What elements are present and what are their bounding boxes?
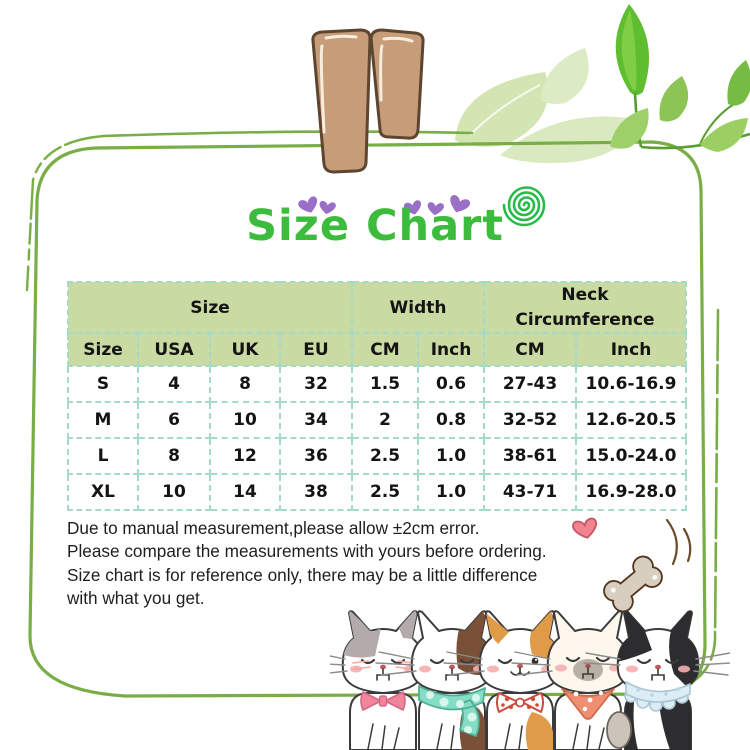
table-cell: 2.5 bbox=[351, 437, 419, 476]
bone-icon bbox=[603, 555, 663, 613]
disclaimer-line: Due to manual measurement,please allow ±… bbox=[67, 518, 480, 538]
table-row: XL 10 14 38 2.5 1.0 43-71 16.9-28.0 bbox=[67, 473, 687, 512]
disclaimer-line: Please compare the measurements with you… bbox=[67, 541, 547, 562]
table-cell: 10 bbox=[137, 473, 211, 512]
table-cell: XL bbox=[67, 473, 139, 512]
table-group-header-row: Size Width Neck Circumference bbox=[67, 280, 687, 335]
disclaimer-line: with what you get. bbox=[67, 588, 205, 609]
red-dot-bowtie-icon bbox=[496, 692, 544, 713]
disclaimer-line: Size chart is for reference only, there … bbox=[67, 564, 538, 585]
group-header-size: Size bbox=[67, 280, 353, 335]
pink-heart-icon bbox=[572, 517, 598, 539]
column-header: Inch bbox=[417, 332, 485, 368]
table-cell: 14 bbox=[209, 473, 281, 512]
table-cell: 8 bbox=[137, 437, 211, 476]
table-cell: 32-52 bbox=[483, 401, 577, 440]
table-row: S 4 8 32 1.5 0.6 27-43 10.6-16.9 bbox=[67, 365, 687, 404]
table-cell: 32 bbox=[279, 365, 353, 404]
table-cell: 34 bbox=[279, 401, 353, 440]
column-header: CM bbox=[351, 332, 419, 368]
size-chart-table: Size Width Neck Circumference Size USA U… bbox=[67, 280, 687, 512]
purple-hearts-icon bbox=[298, 195, 471, 216]
cats-illustration bbox=[330, 610, 730, 750]
table-cell: 1.0 bbox=[417, 437, 485, 476]
pink-bowtie-icon bbox=[360, 691, 406, 711]
column-header: Inch bbox=[575, 332, 687, 368]
table-column-header-row: Size USA UK EU CM Inch CM Inch bbox=[67, 332, 687, 368]
blue-ruffle-collar-icon bbox=[624, 681, 691, 712]
table-cell: 1.5 bbox=[351, 365, 419, 404]
table-cell: 12 bbox=[209, 437, 281, 476]
table-row: L 8 12 36 2.5 1.0 38-61 15.0-24.0 bbox=[67, 437, 687, 476]
column-header: USA bbox=[137, 332, 211, 368]
table-cell: 10.6-16.9 bbox=[575, 365, 687, 404]
table-cell: 36 bbox=[279, 437, 353, 476]
table-cell: 12.6-20.5 bbox=[575, 401, 687, 440]
clothespin-icon bbox=[311, 28, 425, 174]
motion-lines bbox=[665, 518, 692, 566]
table-cell: 2.5 bbox=[351, 473, 419, 512]
column-header: UK bbox=[209, 332, 281, 368]
cat-black-white bbox=[583, 610, 730, 750]
table-cell: 38-61 bbox=[483, 437, 577, 476]
group-header-neck: Neck Circumference bbox=[483, 280, 687, 335]
table-cell: 8 bbox=[209, 365, 281, 404]
table-cell: 0.6 bbox=[417, 365, 485, 404]
table-row: M 6 10 34 2 0.8 32-52 12.6-20.5 bbox=[67, 401, 687, 440]
table-cell: 1.0 bbox=[417, 473, 485, 512]
table-cell: S bbox=[67, 365, 139, 404]
table-cell: 0.8 bbox=[417, 401, 485, 440]
coral-bandana-icon bbox=[561, 688, 615, 720]
cat-tail bbox=[606, 711, 632, 749]
column-header: Size bbox=[67, 332, 139, 368]
group-header-width: Width bbox=[351, 280, 485, 335]
table-cell: 43-71 bbox=[483, 473, 577, 512]
spiral-icon bbox=[502, 186, 546, 227]
table-cell: 38 bbox=[279, 473, 353, 512]
cat-orange-white bbox=[443, 610, 597, 750]
column-header: EU bbox=[279, 332, 353, 368]
table-cell: 27-43 bbox=[483, 365, 577, 404]
column-header: CM bbox=[483, 332, 577, 368]
pale-leaves-icon bbox=[455, 48, 640, 164]
cat-cream bbox=[511, 610, 665, 750]
table-cell: 6 bbox=[137, 401, 211, 440]
table-cell: M bbox=[67, 401, 139, 440]
disclaimer-text: Due to manual measurement,please allow ±… bbox=[67, 517, 597, 611]
table-cell: 2 bbox=[351, 401, 419, 440]
table-cell: 15.0-24.0 bbox=[575, 437, 687, 476]
page-title: Size Chart bbox=[246, 201, 504, 251]
table-cell: 4 bbox=[137, 365, 211, 404]
green-leaves-icon bbox=[610, 4, 750, 152]
table-cell: L bbox=[67, 437, 139, 476]
teal-scarf-icon bbox=[418, 685, 486, 737]
table-cell: 16.9-28.0 bbox=[575, 473, 687, 512]
table-cell: 10 bbox=[209, 401, 281, 440]
